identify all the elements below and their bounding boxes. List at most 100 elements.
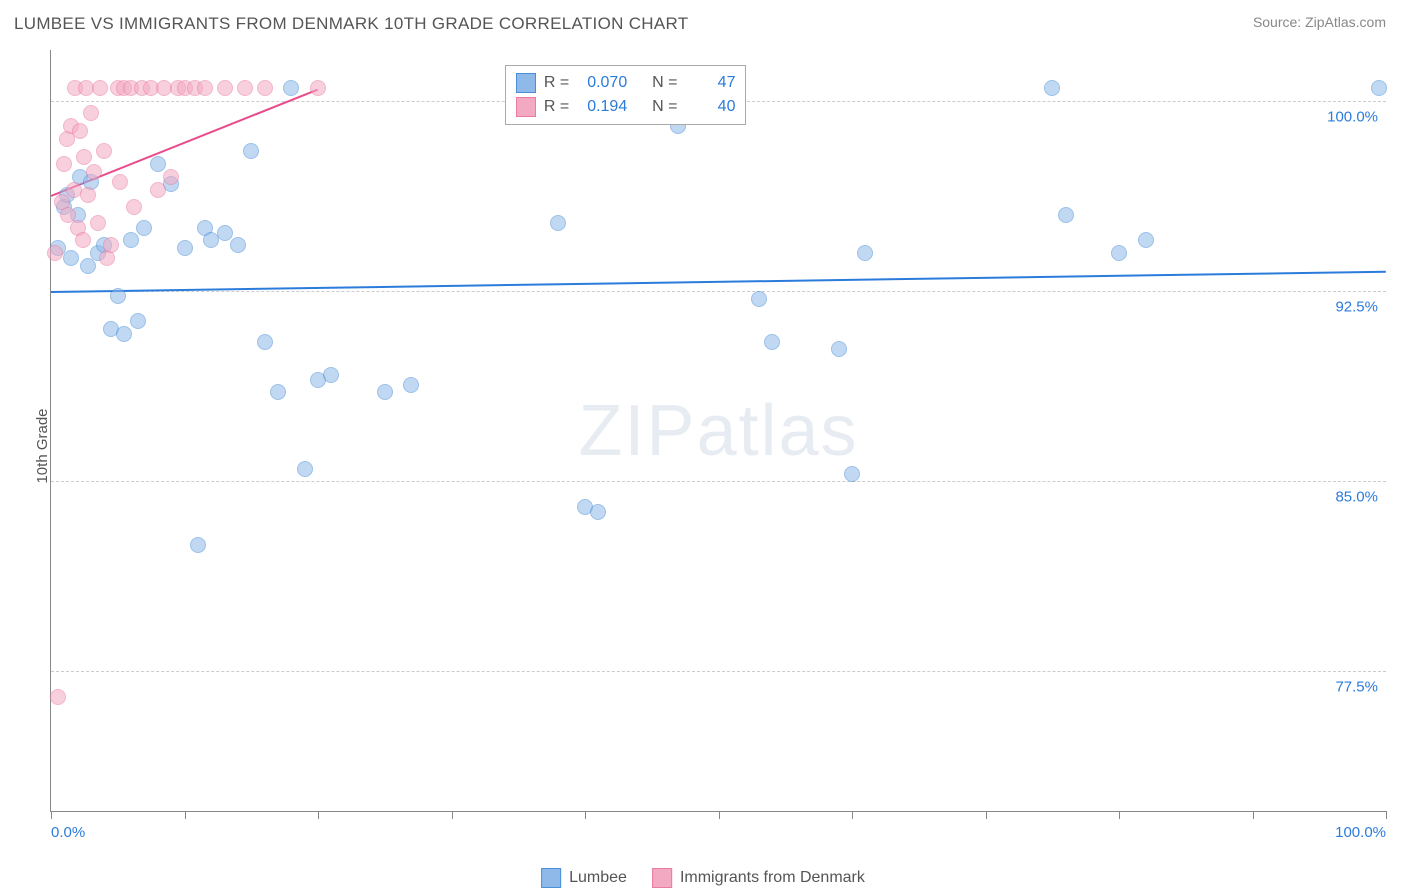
data-point <box>130 313 146 329</box>
data-point <box>110 288 126 304</box>
stats-legend: R = 0.070 N = 47 R = 0.194 N = 40 <box>505 65 747 125</box>
r-value: 0.194 <box>577 98 627 116</box>
data-point <box>75 232 91 248</box>
data-point <box>1111 245 1127 261</box>
legend-swatch <box>541 868 561 888</box>
data-point <box>1371 80 1387 96</box>
data-point <box>80 187 96 203</box>
data-point <box>831 341 847 357</box>
r-label: R = <box>544 74 569 92</box>
gridline <box>51 291 1386 292</box>
x-tick <box>51 811 52 819</box>
data-point <box>83 105 99 121</box>
data-point <box>50 689 66 705</box>
x-tick <box>452 811 453 819</box>
data-point <box>90 215 106 231</box>
data-point <box>150 156 166 172</box>
data-point <box>257 334 273 350</box>
r-label: R = <box>544 98 569 116</box>
data-point <box>123 232 139 248</box>
legend-item: Lumbee <box>541 868 627 888</box>
data-point <box>764 334 780 350</box>
data-point <box>103 237 119 253</box>
x-tick <box>986 811 987 819</box>
data-point <box>844 466 860 482</box>
data-point <box>163 169 179 185</box>
data-point <box>590 504 606 520</box>
data-point <box>857 245 873 261</box>
legend-label: Immigrants from Denmark <box>680 869 865 887</box>
n-label: N = <box>652 98 677 116</box>
gridline <box>51 671 1386 672</box>
data-point <box>283 80 299 96</box>
data-point <box>310 80 326 96</box>
data-point <box>217 80 233 96</box>
data-point <box>1058 207 1074 223</box>
r-value: 0.070 <box>577 74 627 92</box>
data-point <box>323 367 339 383</box>
trend-line <box>51 271 1386 293</box>
data-point <box>92 80 108 96</box>
data-point <box>47 245 63 261</box>
n-value: 40 <box>685 98 735 116</box>
data-point <box>197 80 213 96</box>
data-point <box>377 384 393 400</box>
chart-title: LUMBEE VS IMMIGRANTS FROM DENMARK 10TH G… <box>14 14 688 34</box>
stats-row: R = 0.194 N = 40 <box>516 95 736 119</box>
y-axis-label: 10th Grade <box>34 408 51 483</box>
data-point <box>86 164 102 180</box>
data-point <box>550 215 566 231</box>
x-tick <box>318 811 319 819</box>
y-tick-label: 92.5% <box>1335 298 1378 315</box>
x-tick <box>1253 811 1254 819</box>
x-tick <box>852 811 853 819</box>
data-point <box>237 80 253 96</box>
gridline <box>51 481 1386 482</box>
legend-label: Lumbee <box>569 869 627 887</box>
x-tick <box>585 811 586 819</box>
n-value: 47 <box>685 74 735 92</box>
x-tick-label: 100.0% <box>1335 824 1386 841</box>
header: LUMBEE VS IMMIGRANTS FROM DENMARK 10TH G… <box>0 0 1406 40</box>
x-tick <box>719 811 720 819</box>
data-point <box>112 174 128 190</box>
data-point <box>177 240 193 256</box>
data-point <box>126 199 142 215</box>
watermark: ZIPatlas <box>578 390 858 472</box>
data-point <box>136 220 152 236</box>
x-tick <box>1386 811 1387 819</box>
x-tick-label: 0.0% <box>51 824 85 841</box>
y-tick-label: 85.0% <box>1335 489 1378 506</box>
plot-area: ZIPatlas 77.5%85.0%92.5%100.0%0.0%100.0%… <box>50 50 1386 812</box>
x-tick <box>185 811 186 819</box>
data-point <box>150 182 166 198</box>
data-point <box>297 461 313 477</box>
legend-swatch <box>516 97 536 117</box>
data-point <box>751 291 767 307</box>
data-point <box>66 182 82 198</box>
data-point <box>257 80 273 96</box>
data-point <box>76 149 92 165</box>
legend-swatch <box>652 868 672 888</box>
x-tick <box>1119 811 1120 819</box>
data-point <box>1138 232 1154 248</box>
data-point <box>217 225 233 241</box>
data-point <box>243 143 259 159</box>
n-label: N = <box>652 74 677 92</box>
source-label: Source: ZipAtlas.com <box>1253 14 1386 30</box>
data-point <box>403 377 419 393</box>
data-point <box>96 143 112 159</box>
data-point <box>1044 80 1060 96</box>
data-point <box>72 123 88 139</box>
data-point <box>78 80 94 96</box>
data-point <box>230 237 246 253</box>
y-tick-label: 100.0% <box>1327 108 1378 125</box>
data-point <box>63 250 79 266</box>
chart-area: ZIPatlas 77.5% 85.0% 92.5% 100.0% 0.0% 100.0%… <box>50 50 1386 852</box>
legend-swatch <box>516 73 536 93</box>
y-tick-label: 77.5% <box>1335 679 1378 696</box>
legend-item: Immigrants from Denmark <box>652 868 865 888</box>
data-point <box>116 326 132 342</box>
data-point <box>190 537 206 553</box>
data-point <box>270 384 286 400</box>
